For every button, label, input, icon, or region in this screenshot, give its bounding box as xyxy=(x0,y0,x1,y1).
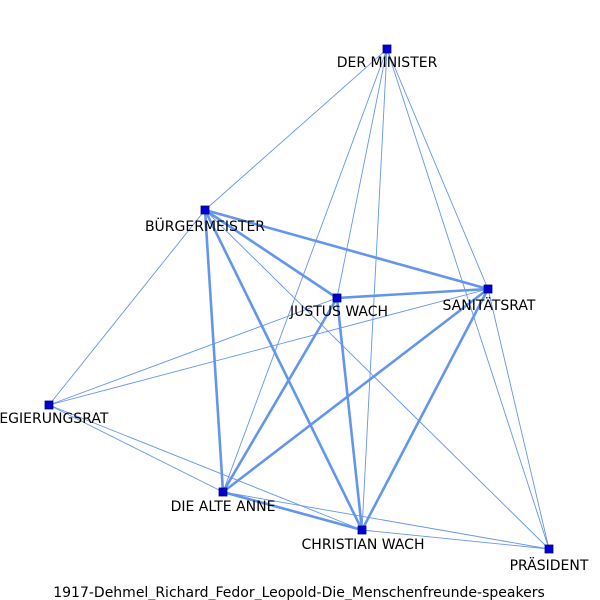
labels-layer: DER MINISTER BÜRGERMEISTER JUSTUS WACH SANI… xyxy=(0,55,589,574)
edge-minister-christian xyxy=(361,48,388,531)
edge-justus-anne xyxy=(221,296,339,494)
edge-justus-christian xyxy=(335,296,364,532)
node-label-regierungsrat: REGIERUNGSRAT xyxy=(0,411,109,427)
node-anne xyxy=(218,487,228,497)
edge-christian-praesident xyxy=(361,529,550,550)
edge-sanitaetsrat-anne xyxy=(221,287,490,494)
edge-justus-sanitaetsrat xyxy=(335,287,490,300)
edge-justus-regierungsrat xyxy=(48,297,338,406)
edge-buergermeister-anne xyxy=(203,208,225,494)
edge-minister-justus xyxy=(336,48,388,299)
node-regierungsrat xyxy=(44,400,54,410)
node-label-buergermeister: BÜRGERMEISTER xyxy=(145,217,265,235)
node-praesident xyxy=(544,544,554,554)
node-label-christian: CHRISTIAN WACH xyxy=(302,537,425,553)
node-buergermeister xyxy=(200,205,210,215)
edge-buergermeister-christian xyxy=(203,208,364,532)
edge-sanitaetsrat-praesident xyxy=(487,288,550,550)
edge-sanitaetsrat-christian xyxy=(360,287,490,532)
node-justus xyxy=(332,293,342,303)
diagram-caption: 1917-Dehmel_Richard_Fedor_Leopold-Die_Me… xyxy=(53,585,545,600)
node-label-minister: DER MINISTER xyxy=(337,55,438,71)
node-label-praesident: PRÄSIDENT xyxy=(510,556,589,574)
edge-buergermeister-regierungsrat xyxy=(48,209,206,406)
edge-minister-buergermeister xyxy=(204,48,388,211)
edge-anne-christian xyxy=(221,490,364,532)
node-minister xyxy=(382,44,392,54)
node-sanitaetsrat xyxy=(483,284,493,294)
edge-regierungsrat-christian xyxy=(48,404,363,531)
edge-buergermeister-justus xyxy=(203,208,339,300)
node-christian xyxy=(357,525,367,535)
edge-minister-praesident xyxy=(386,48,550,550)
edge-minister-sanitaetsrat xyxy=(386,48,489,290)
edge-sanitaetsrat-regierungsrat xyxy=(48,288,489,406)
edge-anne-praesident xyxy=(222,491,550,550)
edge-regierungsrat-anne xyxy=(48,404,224,493)
node-label-justus: JUSTUS WACH xyxy=(289,304,388,320)
node-label-anne: DIE ALTE ANNE xyxy=(171,499,276,515)
edge-buergermeister-sanitaetsrat xyxy=(203,208,490,291)
nodes-layer xyxy=(44,44,554,554)
node-label-sanitaetsrat: SANITÄTSRAT xyxy=(443,296,536,314)
edges-layer xyxy=(48,48,550,550)
edge-buergermeister-praesident xyxy=(204,209,550,550)
edge-minister-anne xyxy=(222,48,388,493)
